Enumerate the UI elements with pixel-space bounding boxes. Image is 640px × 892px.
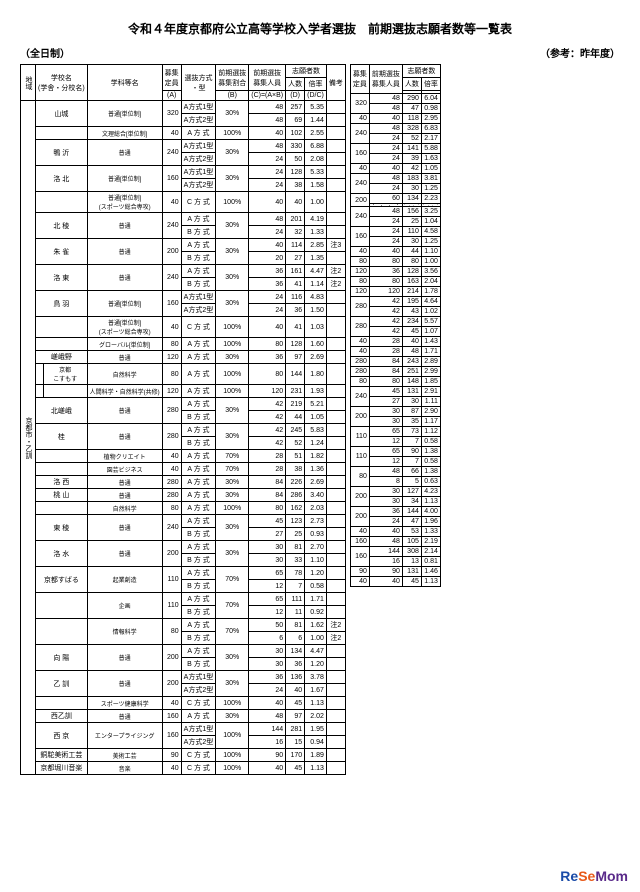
subtitle-row: （全日制） （参考：昨年度） <box>20 45 620 60</box>
page-title: 令和４年度京都府公立高等学校入学者選抜 前期選抜志願者数等一覧表 <box>20 20 620 37</box>
subtitle-left: （全日制） <box>20 45 70 60</box>
main-table: 地域学校名(学舎・分校名)学科等名募集定員選抜方式・型前期選抜募集割合前期選抜募… <box>20 64 346 775</box>
tables-container: 地域学校名(学舎・分校名)学科等名募集定員選抜方式・型前期選抜募集割合前期選抜募… <box>20 64 620 775</box>
logo: ReSeMom <box>560 868 628 884</box>
reference-table: 募集定員前期選抜募集人員志願者数人数倍率320482906.0448470.98… <box>350 64 441 587</box>
subtitle-right: （参考：昨年度） <box>540 45 620 60</box>
